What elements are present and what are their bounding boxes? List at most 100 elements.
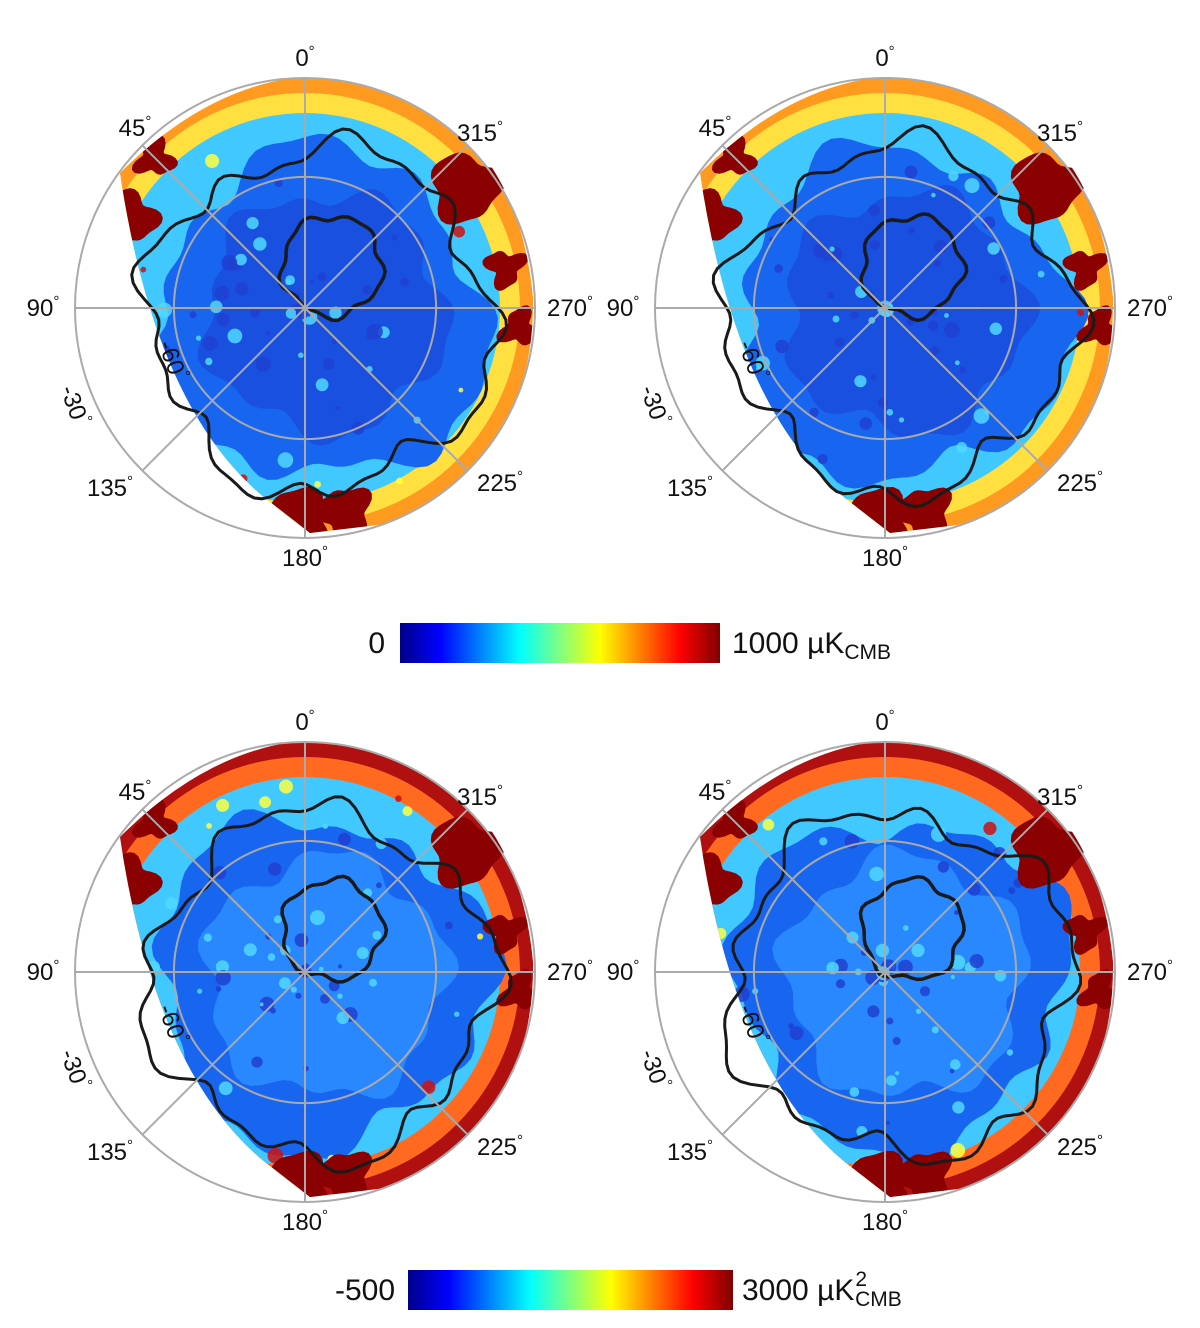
map-speckle <box>259 996 275 1012</box>
longitude-tick-label: 45° <box>699 113 732 142</box>
map-speckle <box>453 225 466 238</box>
map-speckle <box>140 266 147 273</box>
map-outer-contour <box>130 127 509 501</box>
map-hotspot <box>496 305 534 346</box>
map-speckle <box>215 960 229 974</box>
graticule-meridian <box>304 808 469 973</box>
map-speckle <box>164 897 178 910</box>
longitude-tick-label: 0° <box>875 707 894 736</box>
map-speckle <box>911 943 925 958</box>
map-outer-contour <box>711 124 1096 509</box>
map-speckle <box>904 165 918 179</box>
map-speckle <box>987 242 1000 255</box>
map-speckle <box>285 308 297 319</box>
map-hotspot <box>1076 969 1114 1010</box>
map-speckle <box>1037 270 1045 278</box>
map-speckle <box>318 966 324 972</box>
map-speckle <box>700 270 704 279</box>
map-speckle <box>930 346 940 356</box>
longitude-tick-label: 315° <box>1037 118 1083 147</box>
map-speckle <box>875 943 890 958</box>
longitude-tick-label: 315° <box>1037 782 1083 811</box>
map-speckle <box>338 832 351 846</box>
map-speckle <box>954 910 959 915</box>
colorbar-min-label: -500 <box>335 1274 395 1307</box>
map-speckle <box>809 407 819 417</box>
map-speckle <box>315 378 329 392</box>
map-speckle <box>715 987 731 1003</box>
map-speckle <box>702 1016 708 1021</box>
map-speckle <box>832 315 840 323</box>
map-speckle <box>250 307 261 318</box>
colorbar-gradient <box>400 623 720 663</box>
longitude-tick-label: 180° <box>282 543 328 572</box>
longitude-tick-label: 225° <box>477 468 523 497</box>
map-speckle <box>718 359 724 364</box>
map-speckle <box>834 337 845 347</box>
graticule-meridian <box>884 144 1049 309</box>
map-core-region <box>784 184 1040 437</box>
map-speckle <box>950 1143 966 1158</box>
longitude-tick-label: 90° <box>607 293 640 322</box>
map-speckle <box>458 387 464 393</box>
map-speckle <box>931 1026 939 1034</box>
map-speckle <box>902 925 909 931</box>
longitude-tick-label: 315° <box>457 118 503 147</box>
map-speckle <box>331 339 337 345</box>
map-panel-b: 0°45°90°135°180°225°270°315°-30°-60° <box>607 43 1173 572</box>
longitude-tick-label: 0° <box>295 707 314 736</box>
map-speckle <box>267 953 276 961</box>
map-speckle <box>218 1081 233 1096</box>
map-speckle <box>813 243 828 258</box>
map-hotspot <box>1062 250 1109 291</box>
map-speckle <box>202 336 218 351</box>
map-speckle <box>944 313 949 318</box>
map-speckle <box>789 1026 804 1041</box>
longitude-tick-label: 45° <box>119 777 152 806</box>
map-speckle <box>445 921 453 930</box>
longitude-tick-label: 135° <box>667 1137 713 1166</box>
map-speckle <box>132 350 142 361</box>
map-speckle <box>362 284 373 295</box>
colorbar-min-label: 0 <box>368 627 385 660</box>
map-speckle <box>336 1011 350 1025</box>
map-speckle <box>298 352 304 359</box>
graticule-meridian <box>721 971 886 1136</box>
map-speckle <box>294 933 309 947</box>
map-speckle <box>870 374 877 381</box>
longitude-tick-label: 180° <box>862 1207 908 1236</box>
map-speckle <box>827 497 833 503</box>
map-speckle <box>850 311 859 320</box>
graticule-meridian <box>304 144 469 309</box>
map-outer-contour <box>723 806 1082 1166</box>
longitude-tick-label: 270° <box>547 957 593 986</box>
map-hotspot <box>120 852 163 908</box>
map-speckle <box>120 245 122 260</box>
colorbars: 0 1000 µKCMB -500 3000 µK2 CMB <box>335 623 902 1311</box>
map-speckle <box>952 1101 965 1114</box>
map-speckle <box>205 154 220 168</box>
map-hotspot <box>1062 914 1109 955</box>
map-inner-contour <box>277 214 387 323</box>
map-speckle <box>395 795 402 802</box>
map-speckle <box>285 279 292 286</box>
longitude-tick-label: 315° <box>457 782 503 811</box>
map-speckle <box>246 217 259 230</box>
map-speckle <box>338 964 343 969</box>
map-speckle <box>206 823 213 829</box>
map-speckle <box>817 453 828 465</box>
map-speckle <box>869 866 884 882</box>
longitude-tick-label: 135° <box>667 473 713 502</box>
map-speckle <box>402 806 413 817</box>
map-speckle <box>205 357 213 366</box>
longitude-tick-label: 225° <box>1057 468 1103 497</box>
map-speckle <box>898 417 905 423</box>
map-speckle <box>421 1080 436 1094</box>
colorbar-1: 0 1000 µKCMB <box>368 623 891 664</box>
map-speckle <box>999 274 1008 283</box>
longitude-tick-label: 180° <box>862 543 908 572</box>
graticule-meridian <box>141 808 306 973</box>
map-speckle <box>973 408 990 424</box>
map-hotspot <box>700 852 743 908</box>
